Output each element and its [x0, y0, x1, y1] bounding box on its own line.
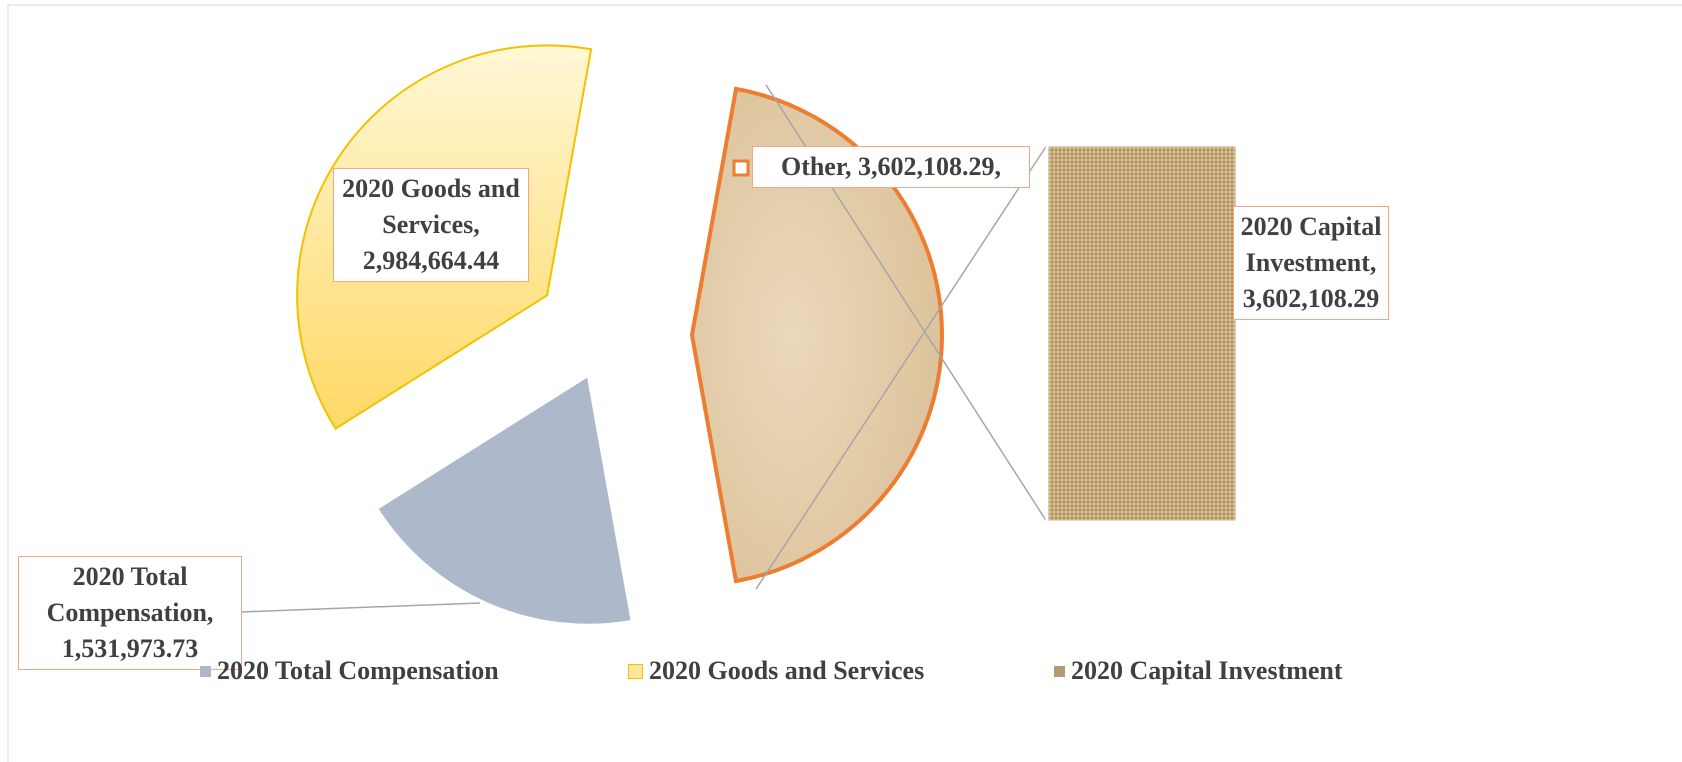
data-label: 2020 Capital Investment, 3,602,108.29: [1233, 206, 1389, 320]
separator: ,: [207, 598, 214, 627]
legend-text: 2020 Capital Investment: [1071, 656, 1343, 685]
data-value: 2,984,664.44: [363, 246, 500, 275]
bar-segment: [1047, 145, 1237, 522]
leader-line: [240, 603, 480, 612]
other-name: Other: [781, 152, 845, 181]
other-label-marker: [734, 161, 748, 175]
category-name: 2020 Total Compensation: [47, 562, 207, 627]
chart-canvas: [0, 0, 1682, 762]
other-value: 3,602,108.29: [858, 152, 995, 181]
legend-swatch: [1054, 666, 1065, 677]
legend-text: 2020 Total Compensation: [217, 656, 499, 685]
category-name: 2020 Capital Investment: [1241, 212, 1382, 277]
separator: ,: [995, 152, 1002, 181]
data-value: 1,531,973.73: [62, 634, 199, 663]
category-name: 2020 Goods and Services: [342, 174, 520, 239]
other-label: Other, 3,602,108.29,: [752, 146, 1030, 188]
legend-swatch: [628, 664, 643, 679]
data-label: 2020 Goods and Services, 2,984,664.44: [333, 168, 529, 282]
separator: ,: [845, 152, 852, 181]
separator: ,: [473, 210, 480, 239]
legend-item: 2020 Capital Investment: [1054, 654, 1343, 686]
data-value: 3,602,108.29: [1243, 284, 1380, 313]
legend-item: 2020 Total Compensation: [200, 654, 499, 686]
legend-swatch: [200, 666, 211, 677]
legend-item: 2020 Goods and Services: [628, 654, 924, 686]
legend-text: 2020 Goods and Services: [649, 656, 924, 685]
separator: ,: [1370, 248, 1377, 277]
chart: 2020 Goods and Services, 2,984,664.44 20…: [0, 0, 1682, 762]
pie-slice: [377, 375, 633, 625]
data-label: 2020 Total Compensation, 1,531,973.73: [18, 556, 242, 670]
